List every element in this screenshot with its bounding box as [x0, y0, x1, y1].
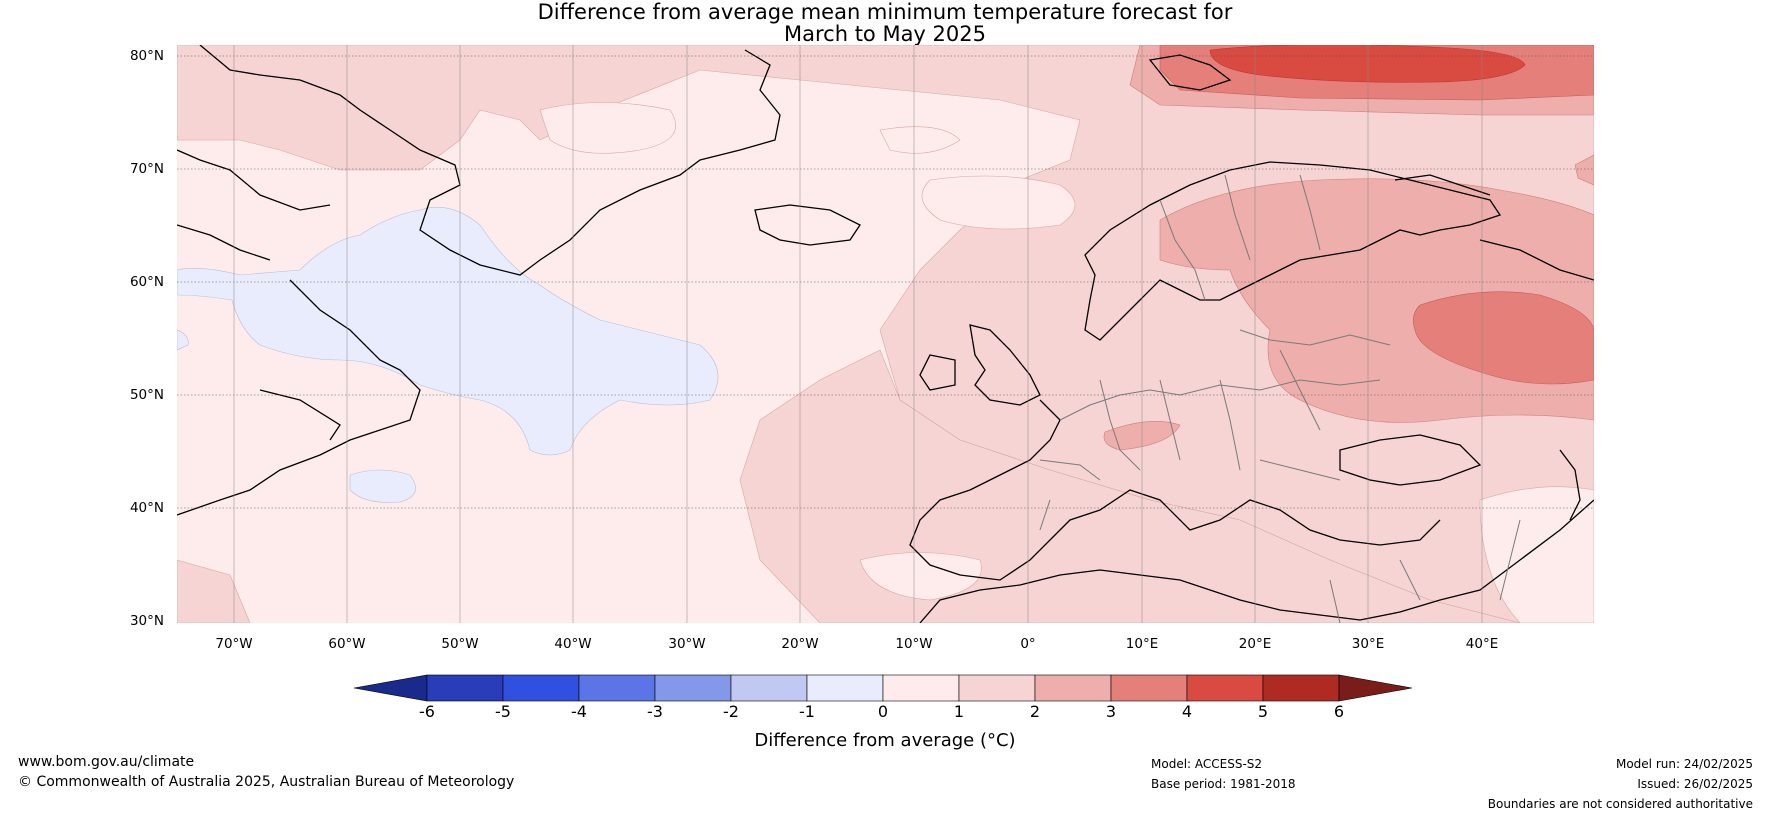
meridians — [233, 45, 1483, 623]
colorbar-swatch — [1034, 674, 1112, 702]
colorbar-tick-label: 0 — [877, 702, 889, 721]
lat-label-40n: 40°N — [129, 500, 164, 516]
colorbar-swatch — [806, 674, 884, 702]
colorbar-tick-label: -1 — [799, 702, 815, 721]
map-title-line1: Difference from average mean minimum tem… — [537, 0, 1233, 24]
lat-label-80n: 80°N — [129, 48, 164, 64]
colorbar-tick-label: -3 — [647, 702, 663, 721]
copyright-text: © Commonwealth of Australia 2025, Austra… — [18, 774, 515, 790]
lon-label-10e: 10°E — [1125, 636, 1159, 652]
lon-label-10w: 10°W — [895, 636, 933, 652]
model-run-text: Model run: 24/02/2025 — [1615, 757, 1753, 771]
model-text: Model: ACCESS-S2 — [1151, 757, 1263, 771]
colorbar-tick-label: -6 — [419, 702, 435, 721]
colorbar-tick-label: 2 — [1029, 702, 1041, 721]
colorbar — [353, 674, 1413, 702]
website-link[interactable]: www.bom.gov.au/climate — [18, 754, 195, 770]
colorbar-swatch — [426, 674, 504, 702]
colorbar-tick-label: 4 — [1181, 702, 1193, 721]
colorbar-extend-high — [1338, 674, 1413, 702]
colorbar-swatch — [730, 674, 808, 702]
lon-label-40w: 40°W — [554, 636, 592, 652]
anomaly-fill-4-5 — [1209, 45, 1526, 83]
lon-label-30w: 30°W — [668, 636, 706, 652]
colorbar-extend-low — [353, 674, 428, 702]
country-borders — [1039, 174, 1521, 623]
colorbar-swatch — [654, 674, 732, 702]
colorbar-swatch — [1186, 674, 1264, 702]
disclaimer-text: Boundaries are not considered authoritat… — [1487, 797, 1753, 811]
lon-label-60w: 60°W — [328, 636, 366, 652]
lon-label-70w: 70°W — [215, 636, 253, 652]
map-area — [177, 45, 1594, 623]
graticule — [177, 55, 1594, 509]
base-period-text: Base period: 1981-2018 — [1151, 777, 1296, 791]
coastlines — [177, 45, 1594, 623]
lon-label-30e: 30°E — [1351, 636, 1385, 652]
lon-label-40e: 40°E — [1465, 636, 1499, 652]
lon-label-20e: 20°E — [1238, 636, 1272, 652]
colorbar-label: Difference from average (°C) — [754, 730, 1016, 751]
lat-label-30n: 30°N — [129, 613, 164, 629]
lat-label-50n: 50°N — [129, 387, 164, 403]
lon-label-50w: 50°W — [441, 636, 479, 652]
colorbar-swatch — [882, 674, 960, 702]
colorbar-tick-label: -5 — [495, 702, 511, 721]
colorbar-swatch — [502, 674, 580, 702]
lat-label-60n: 60°N — [129, 274, 164, 290]
colorbar-tick-label: -2 — [723, 702, 739, 721]
issued-text: Issued: 26/02/2025 — [1637, 777, 1753, 791]
lon-label-0: 0° — [1020, 636, 1036, 652]
lat-label-70n: 70°N — [129, 161, 164, 177]
colorbar-swatch — [1110, 674, 1188, 702]
anomaly-fill-neg1-0 — [177, 206, 719, 503]
colorbar-swatch — [578, 674, 656, 702]
colorbar-tick-label: 5 — [1257, 702, 1269, 721]
colorbar-swatch — [1262, 674, 1340, 702]
colorbar-tick-label: 3 — [1105, 702, 1117, 721]
map-title-line2: March to May 2025 — [784, 22, 986, 46]
colorbar-swatch — [958, 674, 1036, 702]
colorbar-tick-label: -4 — [571, 702, 587, 721]
lon-label-20w: 20°W — [781, 636, 819, 652]
colorbar-tick-label: 1 — [953, 702, 965, 721]
colorbar-tick-label: 6 — [1333, 702, 1345, 721]
